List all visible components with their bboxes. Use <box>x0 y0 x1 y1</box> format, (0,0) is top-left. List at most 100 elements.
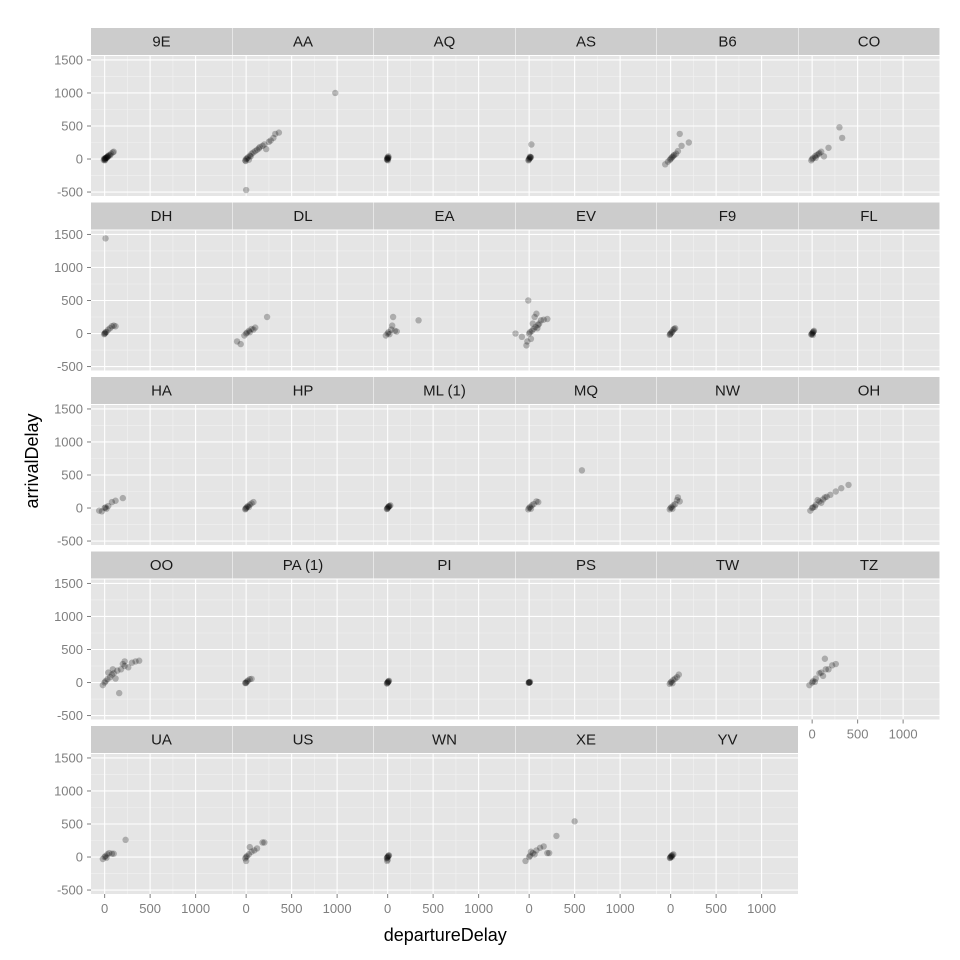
data-point <box>816 498 823 505</box>
data-point <box>678 142 685 150</box>
data-point <box>384 678 392 686</box>
data-point <box>667 853 674 861</box>
data-point <box>526 155 533 162</box>
data-point <box>242 330 250 337</box>
data-point <box>527 505 535 512</box>
data-point <box>531 313 538 321</box>
data-point <box>808 155 816 163</box>
data-point <box>385 153 392 160</box>
data-point <box>525 853 533 861</box>
data-point <box>384 678 392 686</box>
data-point <box>415 317 422 324</box>
data-point <box>246 501 253 508</box>
data-point <box>668 678 675 685</box>
y-tick-label: 1000 <box>54 609 83 624</box>
x-tick-label: 1000 <box>747 901 776 916</box>
data-point <box>666 680 673 688</box>
y-tick-label: 1000 <box>54 783 83 798</box>
data-point <box>385 503 393 510</box>
data-point <box>810 327 818 335</box>
data-point <box>267 137 274 144</box>
data-point <box>103 154 110 162</box>
data-point <box>525 155 533 163</box>
data-point <box>674 494 682 501</box>
data-point <box>818 499 825 506</box>
y-tick-label: 1500 <box>54 750 83 765</box>
data-point <box>248 848 255 855</box>
data-point <box>109 666 117 673</box>
x-tick-label: 500 <box>564 901 586 916</box>
data-point <box>818 669 825 676</box>
data-point <box>533 847 540 854</box>
data-point <box>121 658 128 665</box>
data-point <box>820 153 828 160</box>
y-tick-label: -500 <box>57 708 83 723</box>
data-point <box>253 845 261 852</box>
x-tick-label: 1000 <box>889 727 918 742</box>
data-point <box>385 154 392 161</box>
data-point <box>544 315 551 323</box>
data-point <box>384 157 392 164</box>
y-tick-label: 1500 <box>54 227 83 242</box>
data-point <box>102 154 110 161</box>
data-point <box>105 669 112 676</box>
data-point <box>387 502 394 509</box>
data-point <box>332 89 339 97</box>
data-point <box>524 338 531 345</box>
data-point <box>242 157 249 165</box>
data-point <box>525 156 532 163</box>
facet-strip <box>798 202 940 230</box>
data-point <box>383 156 391 163</box>
facet-strip <box>657 28 798 55</box>
data-point <box>242 504 250 512</box>
data-point <box>99 855 107 863</box>
facet-strip <box>232 551 374 579</box>
facet-label: CO <box>858 34 881 51</box>
facet-strip <box>798 28 940 55</box>
data-point <box>807 507 814 514</box>
data-point <box>246 329 253 336</box>
data-point <box>676 130 683 138</box>
facet-strip <box>798 551 940 579</box>
data-point <box>526 852 534 859</box>
data-point <box>101 156 109 163</box>
data-point <box>132 658 139 665</box>
x-tick-label: 0 <box>809 727 816 742</box>
data-point <box>530 325 537 333</box>
data-point <box>105 326 112 333</box>
data-point <box>545 849 553 857</box>
data-point <box>821 494 829 501</box>
data-point <box>242 679 249 687</box>
data-point <box>250 149 257 156</box>
data-point <box>110 850 117 857</box>
data-point <box>809 329 816 337</box>
data-point <box>242 853 250 861</box>
data-point <box>117 666 125 673</box>
data-point <box>819 672 827 680</box>
data-point <box>121 662 128 670</box>
x-tick-label: 0 <box>243 901 250 916</box>
data-point <box>384 504 391 512</box>
data-point <box>668 852 675 859</box>
data-point <box>128 659 136 666</box>
data-point <box>816 670 823 677</box>
data-point <box>526 154 534 161</box>
data-point <box>525 679 533 686</box>
data-point <box>685 139 693 146</box>
facet-strip <box>374 726 515 753</box>
data-point <box>809 678 817 685</box>
data-point <box>391 327 399 335</box>
data-point <box>814 496 821 504</box>
facet-strip <box>374 202 515 230</box>
data-point <box>823 493 830 500</box>
data-point <box>533 310 540 317</box>
data-point <box>808 679 816 686</box>
y-tick-label: 0 <box>76 152 83 167</box>
data-point <box>525 506 532 513</box>
y-tick-label: 500 <box>61 293 83 308</box>
data-point <box>808 157 815 164</box>
data-point <box>108 323 116 330</box>
data-point <box>525 504 533 512</box>
